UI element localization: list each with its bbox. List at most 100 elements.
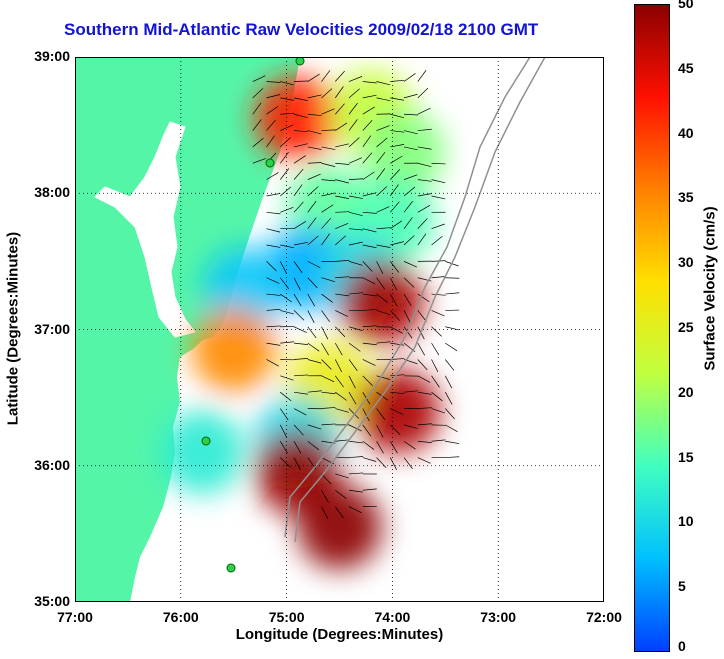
velocity-vector xyxy=(417,375,431,383)
velocity-vector xyxy=(431,195,446,200)
velocity-vector xyxy=(417,193,432,197)
x-tick-label: 73:00 xyxy=(480,609,517,625)
velocity-vector xyxy=(321,375,335,383)
velocity-vector xyxy=(376,125,390,131)
velocity-vector xyxy=(362,488,377,491)
colorbar-tick-label: 35 xyxy=(678,189,694,206)
velocity-vector xyxy=(417,128,432,131)
velocity-vector xyxy=(293,277,301,291)
velocity-vector xyxy=(279,151,289,164)
velocity-vector xyxy=(266,261,277,272)
velocity-vector xyxy=(280,341,295,344)
velocity-vector xyxy=(348,489,363,493)
velocity-vector xyxy=(376,441,384,454)
velocity-vector xyxy=(417,205,431,213)
velocity-vector xyxy=(280,81,294,86)
radar-station-marker xyxy=(295,56,305,66)
velocity-vector xyxy=(293,97,308,101)
velocity-vector xyxy=(403,326,413,339)
colorbar-tick-label: 45 xyxy=(678,59,694,76)
velocity-vector xyxy=(321,108,335,115)
velocity-vector xyxy=(376,310,391,315)
velocity-vector xyxy=(417,179,432,182)
velocity-vector xyxy=(335,143,349,148)
velocity-vector xyxy=(376,151,386,164)
velocity-vector xyxy=(417,342,425,356)
velocity-vector xyxy=(403,457,413,469)
velocity-vector xyxy=(376,137,388,148)
colorbar-tick-label: 5 xyxy=(678,578,686,595)
velocity-vector xyxy=(280,293,292,303)
velocity-vector xyxy=(403,310,411,324)
colorbar-label: Surface Velocity (cm/s) xyxy=(701,206,719,371)
velocity-vector xyxy=(389,277,398,291)
velocity-vector xyxy=(307,261,321,269)
velocity-vector xyxy=(321,70,331,82)
velocity-vector xyxy=(362,152,373,164)
velocity-vector xyxy=(321,391,336,395)
velocity-cell xyxy=(191,307,276,392)
velocity-vector xyxy=(334,86,344,99)
velocity-vector xyxy=(335,276,350,279)
velocity-vector xyxy=(280,97,295,101)
velocity-vector xyxy=(266,359,279,367)
velocity-vector xyxy=(335,473,349,479)
velocity-vector xyxy=(348,88,360,99)
velocity-vector xyxy=(417,407,432,409)
velocity-vector xyxy=(293,342,308,345)
velocity-vector xyxy=(252,137,264,148)
velocity-vector xyxy=(445,456,460,458)
velocity-vector xyxy=(431,342,440,356)
velocity-vector xyxy=(431,326,442,337)
velocity-vector xyxy=(362,424,372,437)
velocity-vector xyxy=(403,235,415,246)
velocity-vector xyxy=(390,342,405,346)
velocity-vector xyxy=(280,186,292,197)
velocity-vector xyxy=(417,162,432,168)
velocity-vector xyxy=(431,310,445,317)
velocity-vector xyxy=(362,119,373,131)
velocity-vector xyxy=(335,326,346,338)
velocity-vector xyxy=(417,87,429,99)
velocity-vector xyxy=(266,325,281,328)
velocity-cell xyxy=(355,369,440,454)
velocity-vector xyxy=(390,358,405,360)
velocity-vector xyxy=(307,424,322,430)
velocity-cell xyxy=(159,410,244,495)
velocity-vector xyxy=(266,211,281,215)
velocity-vector xyxy=(321,490,329,503)
velocity-vector xyxy=(362,342,377,346)
velocity-vector xyxy=(321,192,336,197)
velocity-vector xyxy=(445,292,460,295)
velocity-vector xyxy=(321,217,332,229)
radar-station-marker xyxy=(265,158,275,168)
velocity-vector xyxy=(362,171,375,180)
velocity-vector xyxy=(293,261,303,274)
velocity-vector xyxy=(293,221,307,229)
grid xyxy=(75,57,604,602)
velocity-vector xyxy=(404,390,419,393)
velocity-vector xyxy=(348,326,363,331)
velocity-vector xyxy=(321,233,330,246)
velocity-vector xyxy=(445,408,455,420)
velocity-vector xyxy=(417,218,428,229)
velocity-vector xyxy=(390,326,403,334)
velocity-vector xyxy=(280,457,291,468)
velocity-vector xyxy=(362,135,372,148)
colorbar-tick-label: 0 xyxy=(678,638,686,654)
velocity-vector xyxy=(293,80,309,82)
velocity-vector xyxy=(334,375,344,388)
velocity-vector xyxy=(403,146,418,151)
velocity-vector xyxy=(390,201,400,213)
velocity-vector xyxy=(431,375,440,388)
colorbar-tick-label: 25 xyxy=(678,319,694,335)
velocity-vector xyxy=(362,106,375,115)
velocity-vector xyxy=(389,293,398,307)
velocity-vector xyxy=(362,211,377,214)
velocity-vector xyxy=(280,137,291,148)
plot-area xyxy=(75,56,604,602)
velocity-vector xyxy=(445,342,458,352)
velocity-vector xyxy=(307,326,317,339)
colorbar xyxy=(634,4,670,652)
velocity-vector xyxy=(390,241,404,246)
